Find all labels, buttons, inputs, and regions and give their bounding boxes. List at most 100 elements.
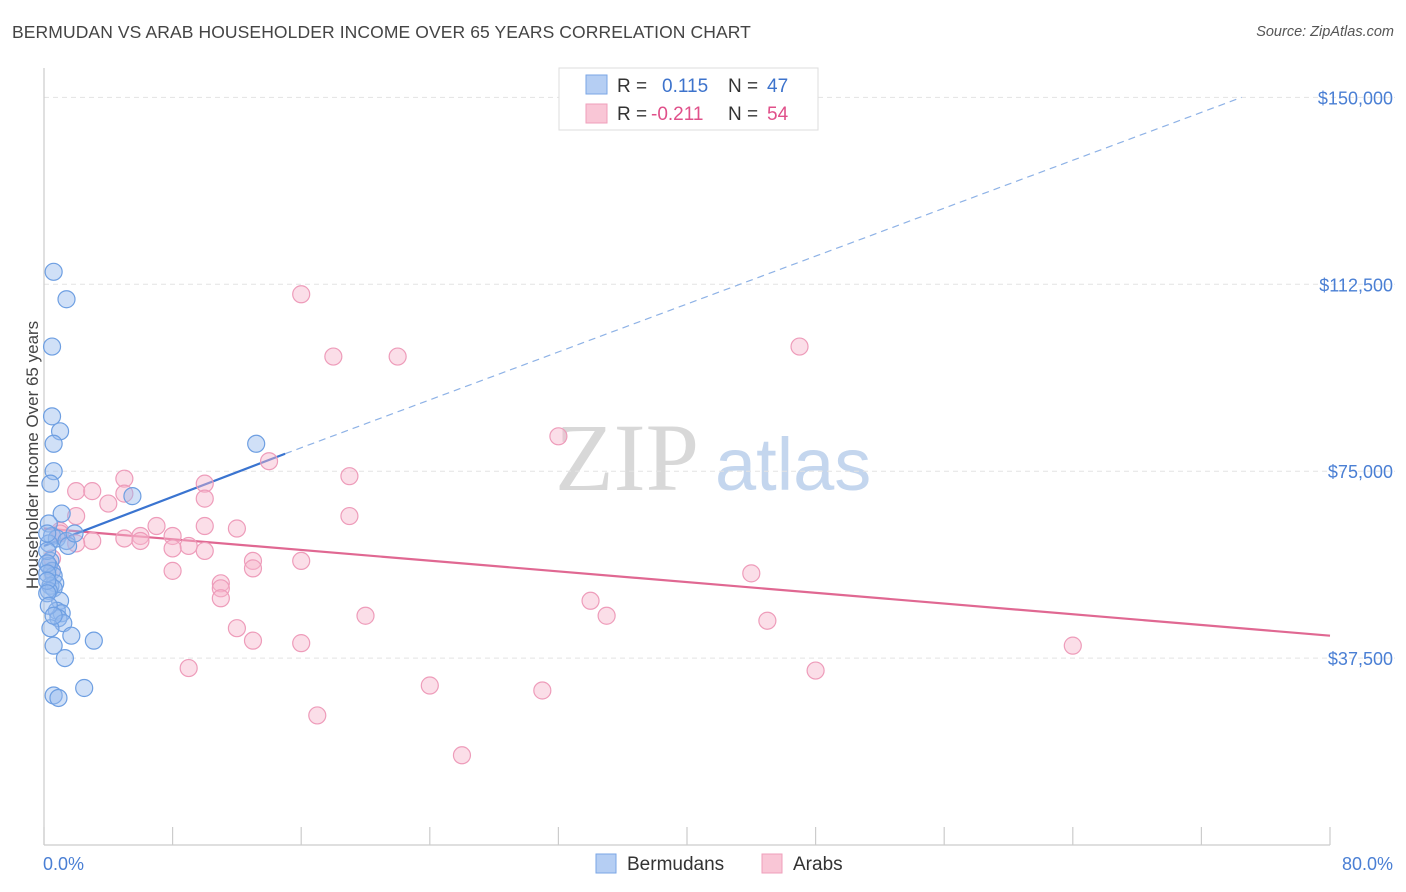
arabs-point-34 xyxy=(211,574,230,593)
y-tick-label-3: $150,000 xyxy=(1318,88,1393,108)
bermudans-point-0 xyxy=(44,262,63,281)
bermudans-trend-extension xyxy=(284,96,1242,455)
arabs-point-39 xyxy=(597,606,616,625)
y-tick-label-1: $75,000 xyxy=(1328,462,1393,482)
bermudans-point-37 xyxy=(49,688,68,708)
arabs-point-22 xyxy=(115,529,134,548)
axes xyxy=(43,68,1331,846)
stats-legend-blue-r-label: R = xyxy=(617,76,647,97)
stats-legend-pink-r-label: R = xyxy=(617,104,647,125)
arabs-point-50 xyxy=(452,746,472,765)
arabs-point-3 xyxy=(790,337,809,356)
bermudans-point-1 xyxy=(57,290,76,309)
chart-title: BERMUDAN VS ARAB HOUSEHOLDER INCOME OVER… xyxy=(12,22,751,42)
stats-legend-pink-swatch xyxy=(585,103,608,124)
arabs-points xyxy=(42,285,1082,765)
arabs-point-46 xyxy=(806,661,825,680)
series-legend-bermudans-swatch xyxy=(595,853,617,874)
grid-lines xyxy=(44,96,1395,659)
arabs-point-0 xyxy=(292,285,311,304)
arabs-point-24 xyxy=(179,536,198,556)
arabs-point-40 xyxy=(758,611,777,630)
bermudans-point-9 xyxy=(52,504,71,523)
series-legend-arabs-swatch xyxy=(761,853,783,874)
bermudans-point-44 xyxy=(39,596,58,615)
trend-lines xyxy=(43,96,1331,637)
stats-legend: R = 0.115 N = 47 R = -0.211 N = 54 xyxy=(558,67,819,131)
arabs-point-21 xyxy=(163,526,182,546)
arabs-point-6 xyxy=(340,467,359,486)
bermudans-point-42 xyxy=(38,571,57,590)
arabs-point-14 xyxy=(340,506,359,526)
y-tick-label-0: $37,500 xyxy=(1328,649,1393,669)
bermudans-point-38 xyxy=(38,524,57,543)
bermudans-point-32 xyxy=(84,631,103,650)
stats-legend-pink-n-label: N = xyxy=(728,104,758,125)
bermudans-point-5 xyxy=(44,434,63,453)
bermudans-trend-line xyxy=(43,452,286,547)
bermudans-point-2 xyxy=(42,337,62,356)
arabs-point-36 xyxy=(211,589,230,608)
arabs-point-47 xyxy=(420,676,439,695)
arabs-point-26 xyxy=(163,539,182,558)
stats-legend-pink-r-value: -0.211 xyxy=(651,104,703,125)
arabs-point-27 xyxy=(195,541,214,561)
arabs-point-9 xyxy=(67,482,86,501)
watermark-zip: ZIP xyxy=(555,404,699,511)
stats-legend-blue-r-value: 0.115 xyxy=(662,76,708,97)
arabs-point-2 xyxy=(388,347,407,366)
arabs-point-30 xyxy=(243,559,263,578)
arabs-point-32 xyxy=(742,564,761,583)
arabs-point-31 xyxy=(163,561,182,580)
bermudans-point-6 xyxy=(247,434,266,453)
bermudans-point-35 xyxy=(75,678,94,698)
arabs-point-43 xyxy=(292,634,311,653)
arabs-point-23 xyxy=(131,531,150,551)
series-legend-bermudans-label: Bermudans xyxy=(627,854,724,875)
series-legend-arabs-label: Arabs xyxy=(793,854,843,875)
arabs-point-25 xyxy=(83,531,102,551)
stats-legend-pink-n-value: 54 xyxy=(767,104,789,125)
chart-source: Source: ZipAtlas.com xyxy=(1256,24,1394,40)
bermudans-point-3 xyxy=(42,407,62,426)
x-tick-label-0: 0.0% xyxy=(43,854,84,874)
bermudans-point-34 xyxy=(55,648,74,668)
zipatlas-watermark: ZIP atlas xyxy=(555,404,871,511)
arabs-point-49 xyxy=(308,706,327,725)
arabs-point-42 xyxy=(243,631,263,650)
arabs-point-16 xyxy=(147,516,166,536)
watermark-atlas: atlas xyxy=(715,423,871,506)
arabs-point-13 xyxy=(99,494,118,513)
y-axis-label: Householder Income Over 65 years xyxy=(23,321,42,589)
x-tick-label-1: 80.0% xyxy=(1342,854,1393,874)
arabs-point-10 xyxy=(83,482,102,501)
arabs-point-35 xyxy=(211,579,230,598)
arabs-point-17 xyxy=(195,516,214,536)
x-tick-labels: 0.0% 80.0% xyxy=(43,854,1393,874)
arabs-point-41 xyxy=(227,619,246,638)
bermudans-point-33 xyxy=(44,636,63,655)
bermudans-point-31 xyxy=(62,626,81,645)
bermudans-point-36 xyxy=(44,686,63,705)
bermudans-point-8 xyxy=(41,474,60,493)
arabs-point-18 xyxy=(227,519,246,538)
arabs-point-12 xyxy=(195,489,214,508)
arabs-point-7 xyxy=(115,469,134,488)
bermudans-point-39 xyxy=(38,541,57,561)
series-legend: Bermudans Arabs xyxy=(595,853,843,875)
arabs-point-44 xyxy=(1063,636,1082,655)
stats-legend-blue-n-value: 47 xyxy=(767,76,788,97)
arabs-point-1 xyxy=(324,347,343,366)
arabs-point-28 xyxy=(243,551,263,571)
arabs-point-37 xyxy=(581,591,600,610)
stats-legend-blue-n-label: N = xyxy=(728,76,758,97)
stats-legend-blue-swatch xyxy=(585,74,608,95)
bermudans-points xyxy=(38,262,266,708)
arabs-point-29 xyxy=(292,551,311,571)
bermudans-point-45 xyxy=(44,606,63,625)
bermudans-point-41 xyxy=(38,564,57,583)
y-tick-labels: $37,500 $75,000 $112,500 $150,000 xyxy=(1318,88,1393,669)
arabs-point-38 xyxy=(356,606,375,625)
arabs-trend-line xyxy=(43,527,1331,637)
